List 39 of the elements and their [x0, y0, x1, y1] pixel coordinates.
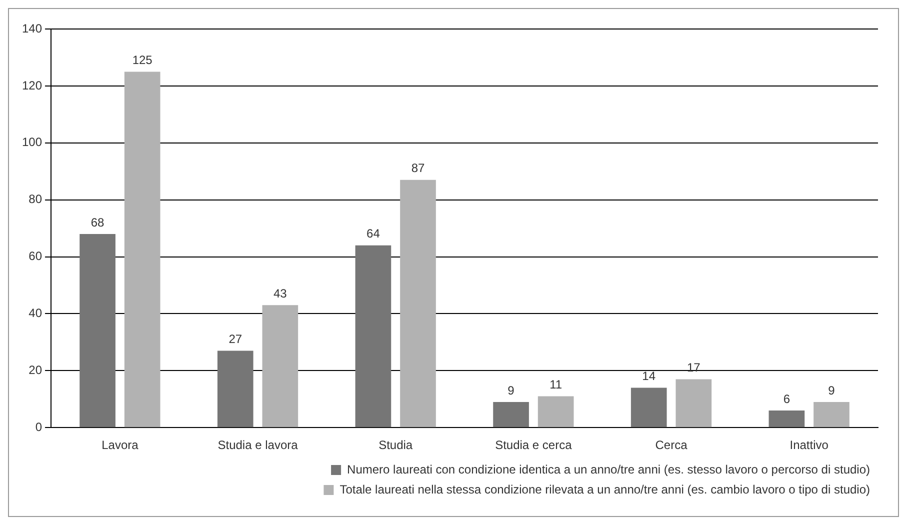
y-tick-label: 120 — [22, 78, 42, 92]
x-tick-label: Cerca — [655, 438, 688, 452]
y-tick-label: 100 — [22, 135, 42, 150]
x-tick-label: Lavora — [102, 438, 139, 452]
bar — [814, 402, 850, 428]
data-label: 9 — [508, 383, 515, 398]
y-tick-label: 0 — [35, 420, 42, 434]
y-tick-label: 140 — [22, 21, 42, 36]
x-tick-label: Studia — [378, 438, 413, 452]
y-tick-label: 60 — [28, 249, 42, 264]
bar — [355, 245, 392, 428]
bar — [217, 350, 254, 428]
data-label: 11 — [550, 378, 562, 392]
data-label: 43 — [273, 286, 288, 300]
x-tick-label: Inattivo — [790, 438, 829, 452]
y-tick-label: 20 — [28, 362, 42, 377]
x-tick-label: Studia e cerca — [495, 438, 572, 452]
bar — [768, 410, 805, 428]
bar — [80, 234, 116, 428]
data-label: 9 — [828, 383, 836, 398]
bar — [630, 388, 667, 428]
y-tick-label: 40 — [28, 306, 42, 320]
bar — [124, 72, 160, 428]
x-tick-label: Studia e lavora — [218, 438, 298, 452]
data-label: 125 — [132, 53, 153, 68]
data-label: 64 — [366, 226, 380, 241]
data-label: 27 — [228, 332, 242, 346]
bar — [676, 379, 712, 428]
bar — [400, 180, 436, 428]
bar — [538, 396, 574, 428]
legend-label: Numero laureati con condizione identica a un anno/tre anni (es. stesso lavoro o percorso di studio) — [347, 462, 870, 476]
data-label: 6 — [783, 392, 790, 406]
data-label: 87 — [411, 161, 425, 176]
bar — [262, 305, 298, 428]
y-tick-label: 80 — [28, 192, 42, 206]
legend-label: Totale laureati nella stessa condizione rilevata a un anno/tre anni (es. cambio lavoro o tipo di studio) — [340, 482, 870, 496]
bar — [493, 402, 529, 428]
data-label: 68 — [90, 215, 105, 230]
data-label: 14 — [642, 369, 656, 384]
